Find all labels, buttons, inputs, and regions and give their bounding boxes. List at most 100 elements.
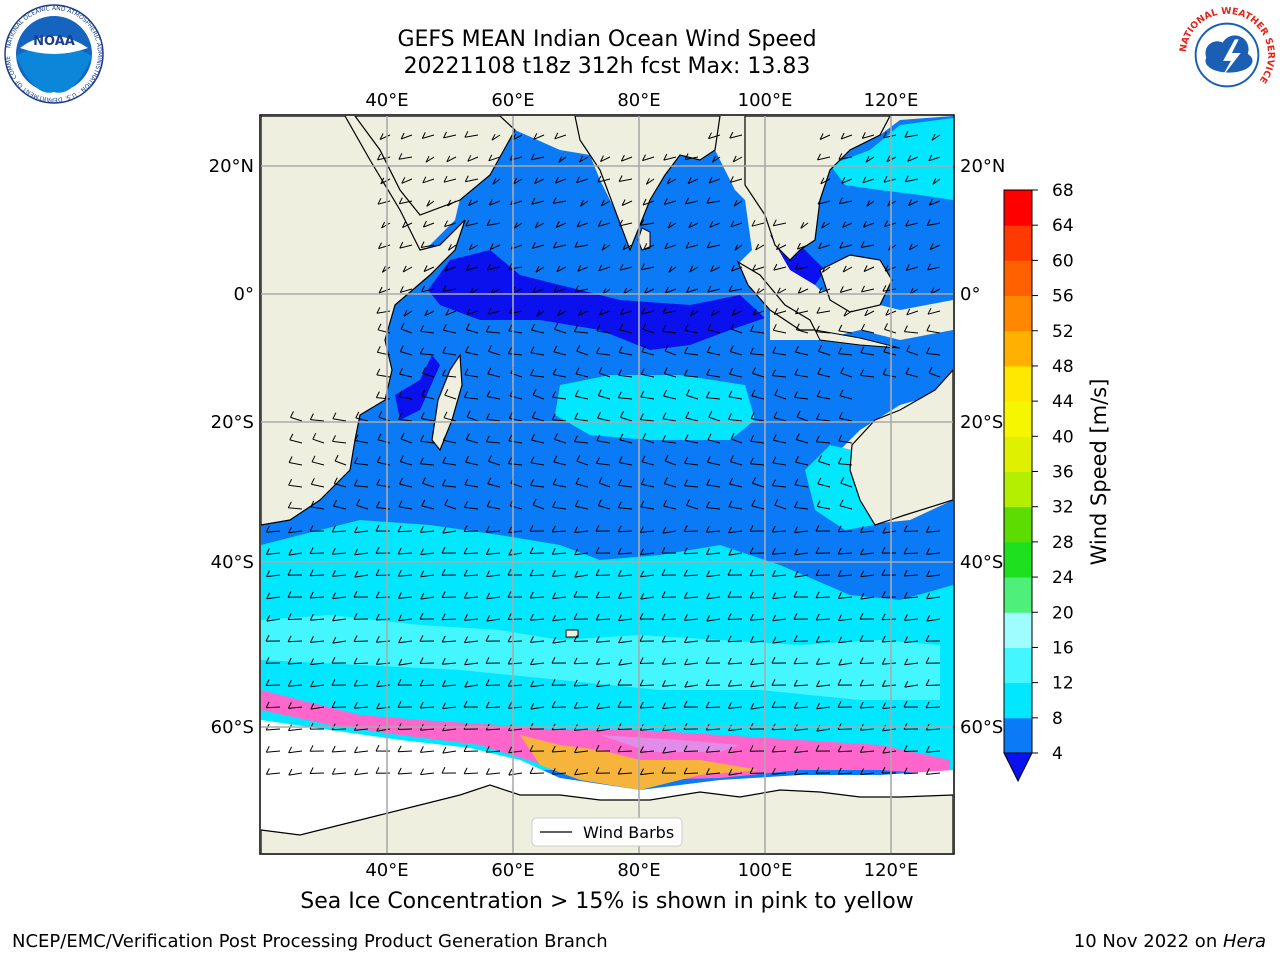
wind-barb — [530, 352, 545, 356]
wind-barb — [442, 485, 457, 488]
wind-barb — [420, 463, 435, 466]
wind-barb-flag — [287, 679, 292, 687]
wind-barb-flag — [928, 198, 933, 206]
wind-barb — [664, 483, 677, 488]
wind-barb-flag — [598, 366, 603, 374]
wind-barb — [487, 373, 501, 378]
wind-barb — [666, 178, 677, 185]
wind-barb — [773, 222, 787, 227]
wind-barb-flag — [376, 307, 381, 314]
wind-barb — [574, 772, 589, 776]
wind-barb — [750, 596, 765, 599]
wind-barb-flag — [265, 768, 270, 775]
wind-barb-flag — [309, 636, 314, 643]
wind-barb — [838, 640, 853, 644]
wind-barb-flag — [531, 433, 535, 441]
wind-barb-flag — [662, 702, 666, 709]
wind-barb-flag — [618, 368, 623, 376]
wind-barb — [354, 574, 369, 578]
wind-barb-flag — [837, 745, 842, 753]
wind-barb-flag — [534, 221, 539, 229]
wind-barb-flag — [553, 241, 557, 249]
wind-barb-flag — [375, 635, 380, 643]
wind-barb-flag — [772, 219, 777, 226]
wind-barb-flag — [772, 434, 777, 441]
wind-barb — [266, 596, 281, 600]
colorbar-tick-label: 64 — [1052, 216, 1074, 236]
wind-barb-flag — [620, 308, 624, 315]
wind-barb-flag — [398, 500, 403, 507]
wind-barb — [646, 178, 655, 185]
wind-barb — [728, 396, 743, 400]
wind-barb — [310, 684, 325, 688]
wind-barb-flag — [309, 413, 314, 420]
wind-barb-flag — [426, 200, 431, 207]
wind-barb-flag — [574, 285, 579, 292]
wind-barb — [596, 618, 611, 621]
wind-barb — [312, 438, 325, 444]
wind-barb-flag — [596, 457, 600, 464]
wind-barb-flag — [842, 221, 846, 228]
wind-barb-flag — [354, 746, 358, 753]
wind-barb — [882, 596, 897, 598]
wind-barb — [730, 178, 743, 183]
wind-barb-flag — [860, 548, 864, 555]
wind-barb — [420, 706, 435, 709]
wind-barb-flag — [662, 526, 667, 534]
wind-barb — [598, 482, 611, 488]
wind-barb-flag — [640, 592, 645, 600]
wind-barb-flag — [464, 131, 469, 138]
wind-barb-flag — [287, 635, 292, 643]
wind-barb — [927, 310, 941, 315]
wind-barb — [904, 772, 919, 775]
lat-tick-right: 20°N — [960, 156, 1005, 177]
wind-barb-flag — [684, 346, 689, 354]
wind-barb — [772, 375, 787, 378]
wind-barb-flag — [639, 635, 644, 642]
wind-barb — [840, 482, 853, 488]
wind-barb — [794, 750, 809, 754]
wind-barb-flag — [419, 701, 424, 709]
wind-barb-flag — [535, 265, 540, 273]
wind-barb — [728, 662, 743, 665]
wind-barb — [772, 728, 787, 731]
wind-barb — [929, 200, 941, 206]
wind-barb — [354, 750, 369, 754]
wind-barb-flag — [727, 591, 732, 598]
wind-barb — [354, 706, 369, 709]
wind-barb-flag — [887, 199, 892, 207]
wind-barb — [684, 772, 699, 775]
wind-barb-flag — [529, 591, 534, 599]
wind-barb — [310, 618, 325, 621]
wind-barb-flag — [310, 680, 315, 688]
wind-barb — [882, 530, 897, 534]
wind-barb — [377, 156, 391, 161]
colorbar-segment — [1004, 330, 1032, 367]
wind-barb-flag — [312, 432, 317, 440]
wind-barb — [795, 310, 809, 315]
wind-barb — [553, 288, 567, 293]
wind-barb-flag — [840, 476, 845, 484]
wind-barb-flag — [508, 263, 513, 270]
wind-barb — [860, 684, 875, 687]
wind-barb-flag — [508, 746, 513, 754]
wind-barb — [838, 618, 853, 622]
wind-barb — [553, 244, 567, 249]
wind-barb-flag — [903, 325, 908, 332]
wind-barb — [708, 416, 721, 422]
wind-barb — [398, 552, 413, 555]
wind-barb-flag — [773, 263, 778, 271]
wind-barb-flag — [640, 368, 645, 375]
wind-barb-flag — [772, 636, 777, 644]
wind-barb — [332, 552, 347, 555]
wind-barb — [423, 222, 435, 228]
wind-barb — [489, 244, 501, 250]
wind-barb-flag — [353, 590, 358, 598]
wind-barb — [576, 222, 589, 228]
wind-barb — [662, 662, 677, 665]
wind-barb — [530, 596, 545, 599]
wind-barb-flag — [816, 500, 821, 507]
wind-barb — [750, 684, 765, 688]
wind-barb-flag — [577, 265, 582, 272]
wind-barb-flag — [424, 309, 429, 317]
